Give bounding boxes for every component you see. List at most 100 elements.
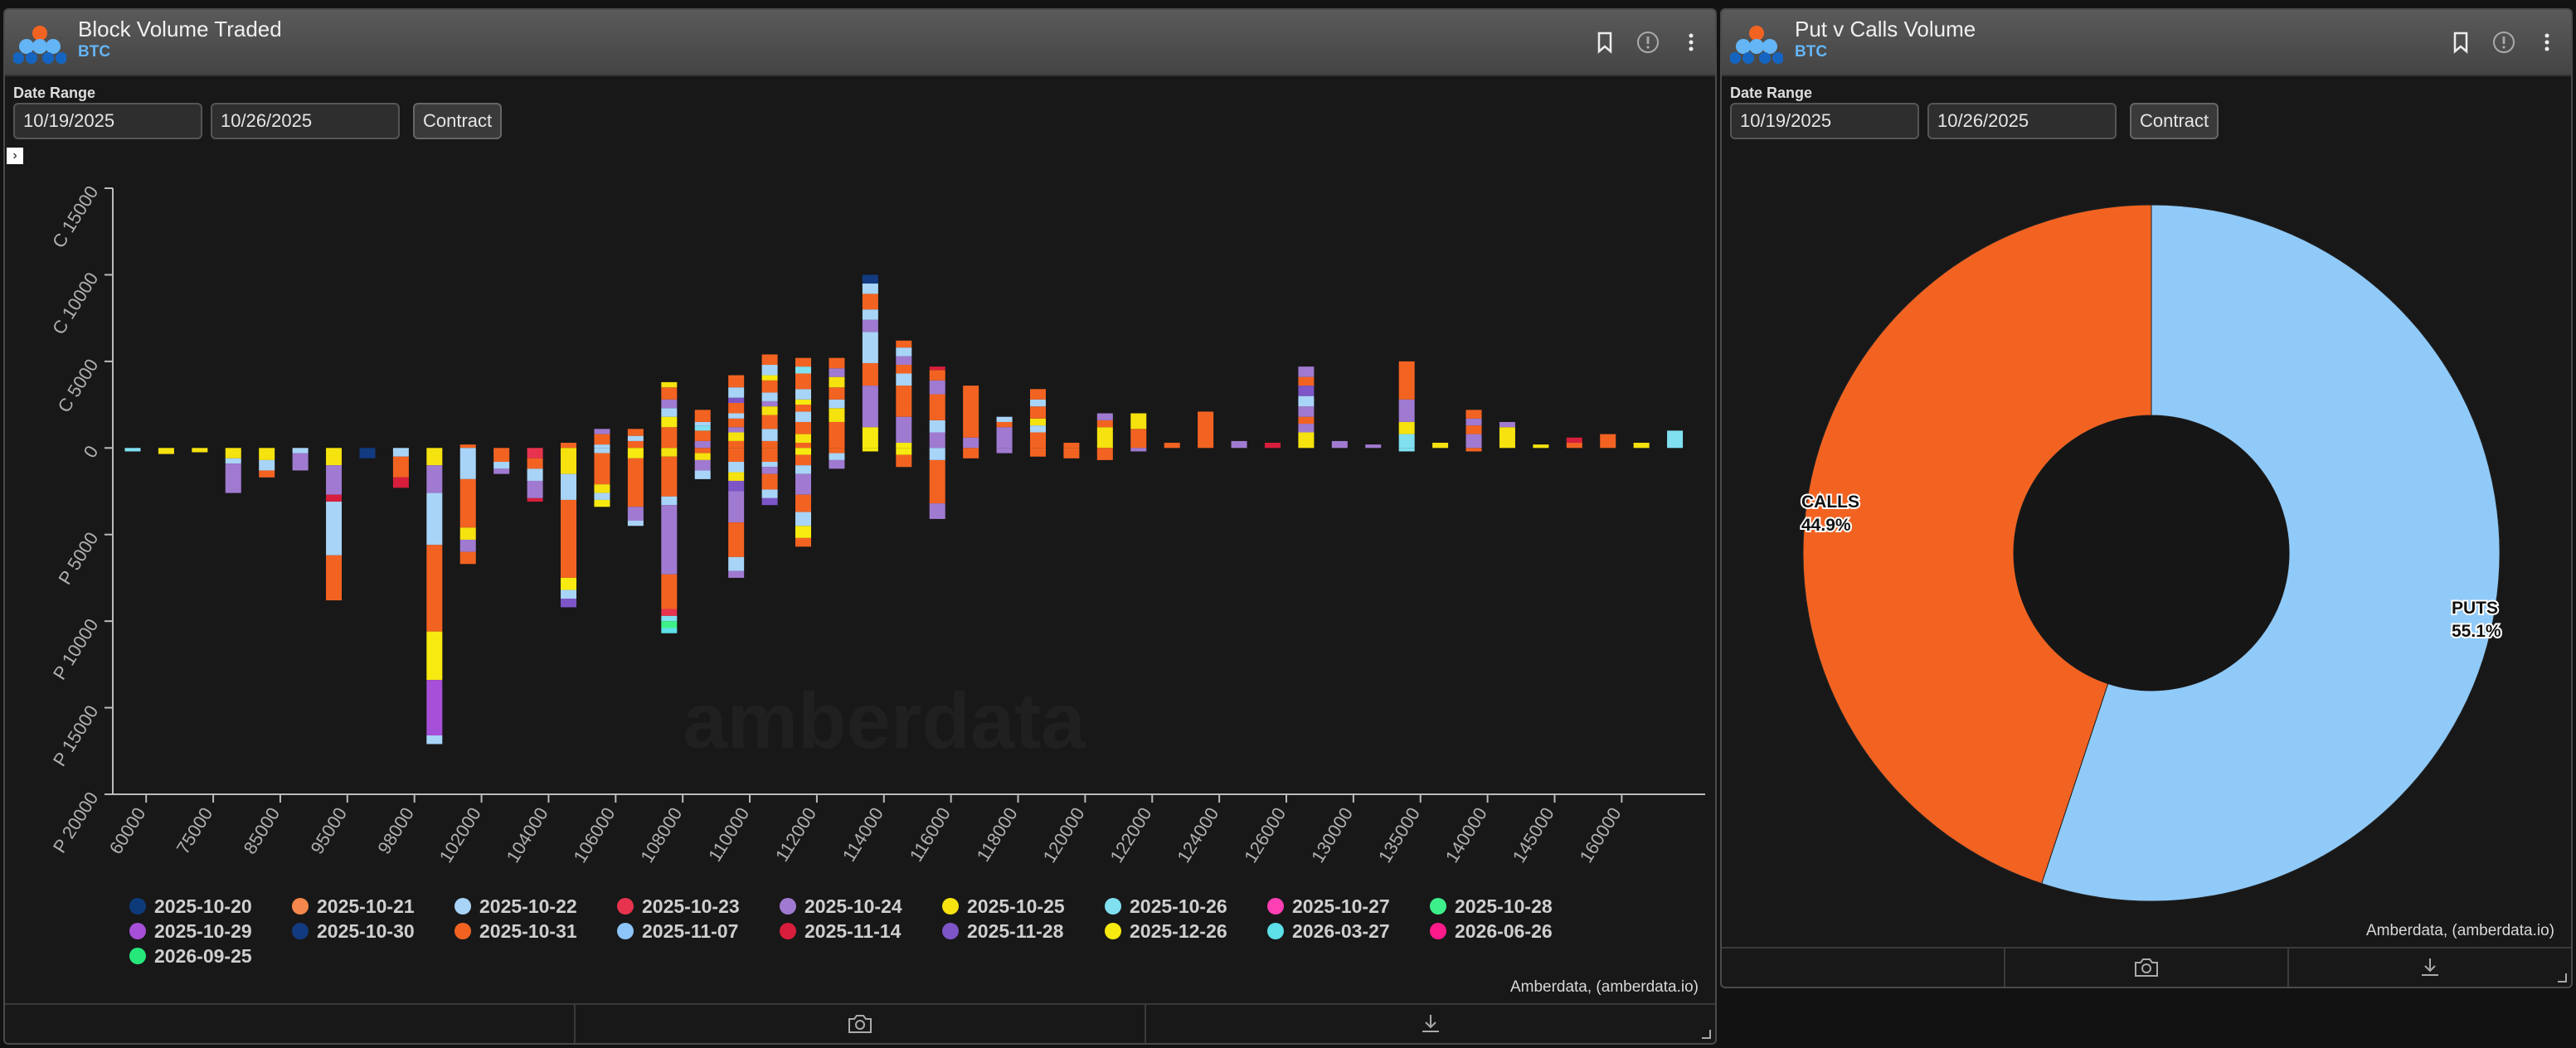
bar-segment[interactable]: [661, 615, 678, 622]
bar-stack[interactable]: [829, 357, 845, 469]
bar-segment[interactable]: [694, 410, 711, 422]
bar-segment[interactable]: [694, 425, 711, 431]
bar-stack[interactable]: [527, 448, 543, 502]
bar-segment[interactable]: [728, 480, 745, 492]
bar-segment[interactable]: [1063, 443, 1080, 449]
bar-segment[interactable]: [728, 413, 745, 419]
sidebar-toggle[interactable]: ›: [7, 148, 23, 164]
bar-stack[interactable]: [627, 429, 644, 526]
bar-segment[interactable]: [1029, 425, 1046, 433]
legend-item[interactable]: 2025-10-29: [129, 920, 252, 943]
bar-segment[interactable]: [124, 448, 141, 452]
bar-segment[interactable]: [292, 453, 309, 471]
bar-segment[interactable]: [963, 437, 979, 449]
bar-segment[interactable]: [1029, 448, 1046, 457]
bar-segment[interactable]: [728, 375, 745, 388]
bar-segment[interactable]: [561, 473, 577, 500]
bar-segment[interactable]: [795, 473, 812, 495]
bar-stack[interactable]: [694, 410, 711, 479]
bar-segment[interactable]: [392, 477, 409, 488]
bar-segment[interactable]: [728, 402, 745, 414]
bar-segment[interactable]: [1298, 366, 1315, 377]
bar-segment[interactable]: [795, 443, 812, 449]
bar-segment[interactable]: [862, 309, 878, 320]
bar-segment[interactable]: [728, 556, 745, 571]
bar-segment[interactable]: [1566, 443, 1582, 449]
bar-segment[interactable]: [1029, 399, 1046, 407]
bar-segment[interactable]: [728, 427, 745, 433]
bar-segment[interactable]: [829, 399, 845, 409]
bar-segment[interactable]: [694, 453, 711, 460]
bar-segment[interactable]: [459, 478, 476, 528]
bar-segment[interactable]: [594, 484, 610, 493]
bar-stack[interactable]: [594, 429, 610, 507]
bar-stack[interactable]: [158, 448, 174, 454]
bar-segment[interactable]: [795, 373, 812, 390]
bar-segment[interactable]: [1667, 430, 1684, 449]
bar-segment[interactable]: [527, 468, 543, 481]
bar-segment[interactable]: [829, 459, 845, 469]
bar-segment[interactable]: [896, 454, 912, 468]
bar-segment[interactable]: [829, 453, 845, 460]
legend-item[interactable]: 2025-10-25: [942, 895, 1065, 918]
bar-segment[interactable]: [292, 448, 309, 454]
legend-item[interactable]: 2025-10-21: [292, 895, 415, 918]
legend-item[interactable]: 2025-10-27: [1267, 895, 1390, 918]
bar-segment[interactable]: [1198, 411, 1214, 449]
bar-stack[interactable]: [493, 448, 510, 474]
bar-segment[interactable]: [1533, 444, 1549, 449]
info-icon[interactable]: [2491, 30, 2516, 55]
download-button[interactable]: [2289, 949, 2571, 987]
bar-segment[interactable]: [259, 470, 275, 478]
bar-stack[interactable]: [661, 381, 678, 633]
bar-stack[interactable]: [1096, 413, 1113, 460]
bar-segment[interactable]: [761, 440, 778, 449]
bar-segment[interactable]: [1298, 424, 1315, 433]
bar-segment[interactable]: [359, 448, 376, 458]
bar-segment[interactable]: [1096, 448, 1113, 460]
bar-segment[interactable]: [192, 448, 208, 453]
bar-segment[interactable]: [426, 545, 443, 632]
bar-segment[interactable]: [795, 526, 812, 538]
legend-item[interactable]: 2025-11-07: [617, 920, 738, 943]
bar-segment[interactable]: [527, 480, 543, 498]
bar-segment[interactable]: [795, 366, 812, 374]
bar-segment[interactable]: [795, 465, 812, 474]
bar-segment[interactable]: [259, 459, 275, 471]
bar-segment[interactable]: [795, 399, 812, 405]
bar-segment[interactable]: [561, 577, 577, 590]
bar-segment[interactable]: [728, 397, 745, 403]
bar-segment[interactable]: [1029, 432, 1046, 449]
bar-segment[interactable]: [661, 628, 678, 633]
bar-segment[interactable]: [761, 415, 778, 429]
bar-segment[interactable]: [1029, 406, 1046, 419]
legend-item[interactable]: 2025-10-22: [454, 895, 577, 918]
bar-segment[interactable]: [929, 394, 945, 420]
bar-segment[interactable]: [1465, 418, 1482, 426]
bar-segment[interactable]: [896, 386, 912, 417]
bar-segment[interactable]: [1164, 443, 1180, 449]
bar-segment[interactable]: [1298, 406, 1315, 417]
bar-segment[interactable]: [795, 421, 812, 434]
bar-segment[interactable]: [1398, 361, 1415, 400]
start-date-input[interactable]: [13, 103, 202, 139]
bar-segment[interactable]: [661, 505, 678, 575]
bar-segment[interactable]: [326, 555, 343, 601]
bar-stack[interactable]: [225, 448, 241, 493]
bar-segment[interactable]: [661, 408, 678, 417]
bar-stack[interactable]: [1365, 444, 1382, 449]
bar-segment[interactable]: [594, 448, 610, 454]
bar-segment[interactable]: [728, 570, 745, 578]
bar-segment[interactable]: [862, 319, 878, 332]
bar-segment[interactable]: [1096, 413, 1113, 420]
bar-segment[interactable]: [627, 448, 644, 458]
bar-segment[interactable]: [728, 522, 745, 557]
bar-segment[interactable]: [661, 381, 678, 388]
bar-segment[interactable]: [627, 507, 644, 522]
legend-item[interactable]: 2025-10-23: [617, 895, 740, 918]
bar-stack[interactable]: [1600, 434, 1616, 449]
bar-stack[interactable]: [1633, 443, 1650, 449]
bar-segment[interactable]: [594, 429, 610, 434]
bar-segment[interactable]: [326, 465, 343, 495]
legend-item[interactable]: 2026-03-27: [1267, 920, 1390, 943]
